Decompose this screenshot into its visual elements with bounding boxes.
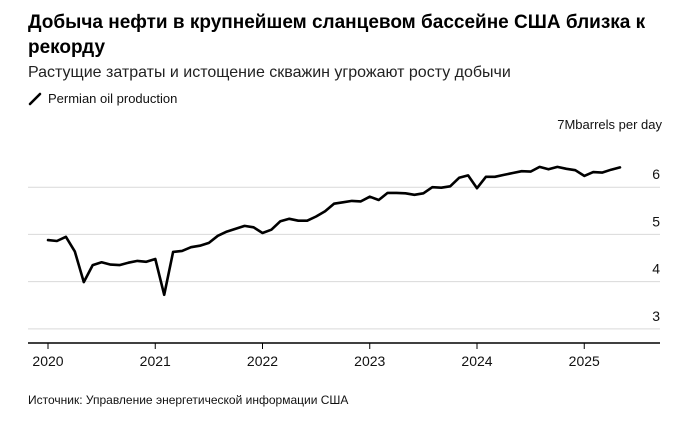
x-tick-label: 2024 (461, 353, 492, 369)
y-tick-labels: 3 4 5 6 (652, 166, 660, 324)
y-tick-label: 6 (652, 166, 660, 182)
series-line-permian-oil-production (46, 165, 622, 297)
chart-title: Добыча нефти в крупнейшем сланцевом басс… (28, 12, 646, 58)
gridlines (28, 186, 660, 330)
x-tick-label: 2020 (32, 353, 63, 369)
x-tick-label: 2023 (354, 353, 385, 369)
series-group (46, 165, 622, 297)
x-tick-label: 2022 (247, 353, 278, 369)
x-axis (28, 342, 660, 349)
legend-line-icon (28, 92, 42, 106)
legend: Permian oil production (28, 90, 177, 108)
y-axis-unit-label: 7Mbarrels per day (557, 117, 662, 132)
x-tick-label: 2025 (569, 353, 600, 369)
y-tick-label: 5 (652, 213, 660, 229)
source-note: Источник: Управление энергетической инфо… (28, 393, 349, 407)
y-tick-label: 3 (652, 308, 660, 324)
x-tick-labels: 2020 2021 2022 2023 2024 2025 (32, 353, 600, 369)
legend-label: Permian oil production (48, 91, 178, 106)
y-tick-label: 4 (652, 261, 660, 277)
x-tick-label: 2021 (140, 353, 171, 369)
chart-subtitle: Растущие затраты и истощение скважин угр… (28, 64, 511, 81)
